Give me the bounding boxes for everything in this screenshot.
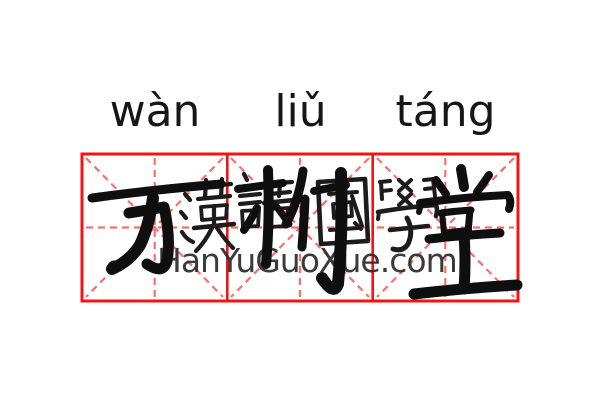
calligraphy-char-wan [87,179,226,275]
pinyin-syllable-tang: táng [395,86,496,137]
calligraphy-char-tang [408,164,523,300]
calligraphy-char-liu [234,165,350,295]
pinyin-syllable-liu: liǔ [274,86,327,137]
watermark-url: HanYuGuoXue.com [157,241,458,280]
grid-frame [80,152,520,303]
pinyin-syllable-wan: wàn [109,86,201,137]
